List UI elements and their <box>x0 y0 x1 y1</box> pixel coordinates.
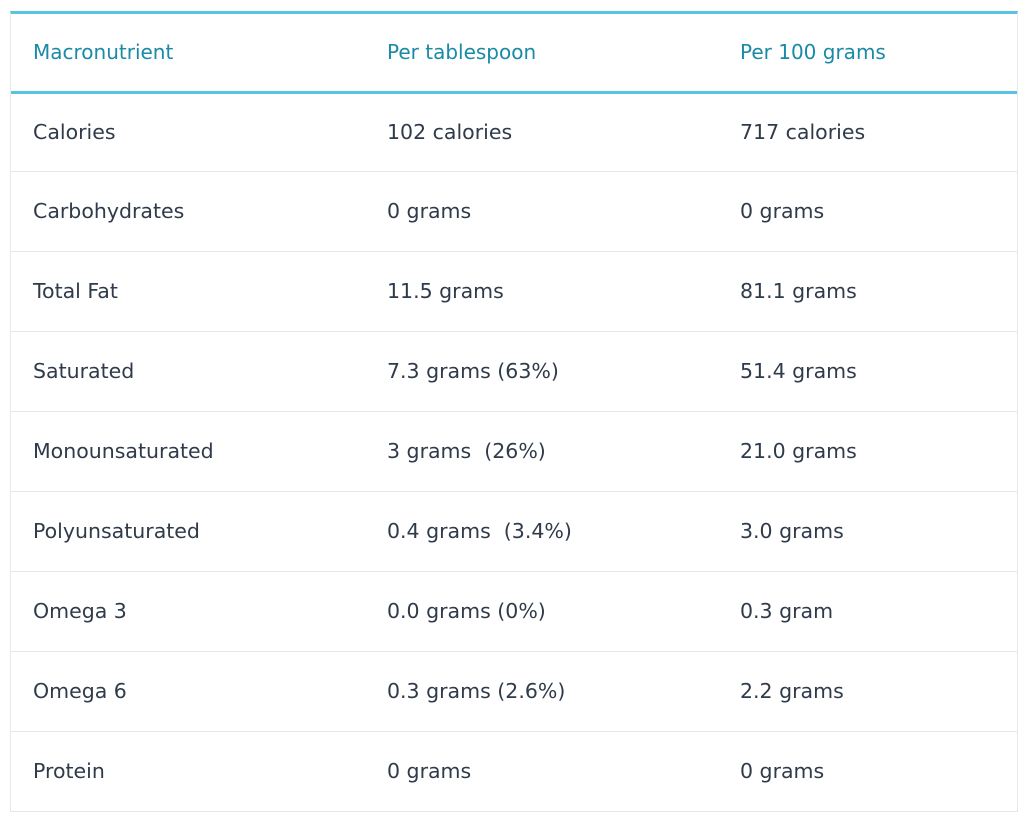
cell-per-100-grams: 21.0 grams <box>718 411 1017 492</box>
cell-per-tablespoon: 0 grams <box>365 731 718 812</box>
table-row: Calories 102 calories 717 calories <box>11 92 1017 172</box>
cell-macronutrient: Monounsaturated <box>11 411 365 492</box>
table-row: Carbohydrates 0 grams 0 grams <box>11 171 1017 252</box>
table-row: Omega 6 0.3 grams (2.6%) 2.2 grams <box>11 651 1017 732</box>
table-row: Monounsaturated 3 grams (26%) 21.0 grams <box>11 411 1017 492</box>
cell-per-100-grams: 3.0 grams <box>718 491 1017 572</box>
table-row: Omega 3 0.0 grams (0%) 0.3 gram <box>11 571 1017 652</box>
cell-per-100-grams: 81.1 grams <box>718 251 1017 332</box>
cell-macronutrient: Saturated <box>11 331 365 412</box>
cell-macronutrient: Calories <box>11 92 365 172</box>
cell-macronutrient: Total Fat <box>11 251 365 332</box>
cell-per-tablespoon: 102 calories <box>365 92 718 172</box>
cell-per-tablespoon: 7.3 grams (63%) <box>365 331 718 412</box>
cell-per-100-grams: 51.4 grams <box>718 331 1017 412</box>
cell-per-tablespoon: 0.0 grams (0%) <box>365 571 718 652</box>
cell-per-tablespoon: 3 grams (26%) <box>365 411 718 492</box>
header-row: Macronutrient Per tablespoon Per 100 gra… <box>11 14 1017 94</box>
cell-per-100-grams: 0 grams <box>718 731 1017 812</box>
header-per-tablespoon: Per tablespoon <box>365 14 718 94</box>
cell-macronutrient: Protein <box>11 731 365 812</box>
header-macronutrient: Macronutrient <box>11 14 365 94</box>
cell-macronutrient: Omega 3 <box>11 571 365 652</box>
macronutrient-table: Macronutrient Per tablespoon Per 100 gra… <box>11 14 1017 812</box>
cell-per-100-grams: 0 grams <box>718 171 1017 252</box>
table-row: Total Fat 11.5 grams 81.1 grams <box>11 251 1017 332</box>
table-header: Macronutrient Per tablespoon Per 100 gra… <box>11 14 1017 94</box>
cell-per-tablespoon: 0.3 grams (2.6%) <box>365 651 718 732</box>
table-row: Polyunsaturated 0.4 grams (3.4%) 3.0 gra… <box>11 491 1017 572</box>
cell-per-100-grams: 2.2 grams <box>718 651 1017 732</box>
table-row: Saturated 7.3 grams (63%) 51.4 grams <box>11 331 1017 412</box>
macronutrient-table-container: Macronutrient Per tablespoon Per 100 gra… <box>10 11 1018 812</box>
cell-macronutrient: Carbohydrates <box>11 171 365 252</box>
cell-per-100-grams: 0.3 gram <box>718 571 1017 652</box>
cell-macronutrient: Omega 6 <box>11 651 365 732</box>
table-row: Protein 0 grams 0 grams <box>11 731 1017 812</box>
cell-per-100-grams: 717 calories <box>718 92 1017 172</box>
header-per-100-grams: Per 100 grams <box>718 14 1017 94</box>
table-body: Calories 102 calories 717 calories Carbo… <box>11 92 1017 812</box>
cell-per-tablespoon: 0 grams <box>365 171 718 252</box>
cell-per-tablespoon: 0.4 grams (3.4%) <box>365 491 718 572</box>
cell-per-tablespoon: 11.5 grams <box>365 251 718 332</box>
cell-macronutrient: Polyunsaturated <box>11 491 365 572</box>
